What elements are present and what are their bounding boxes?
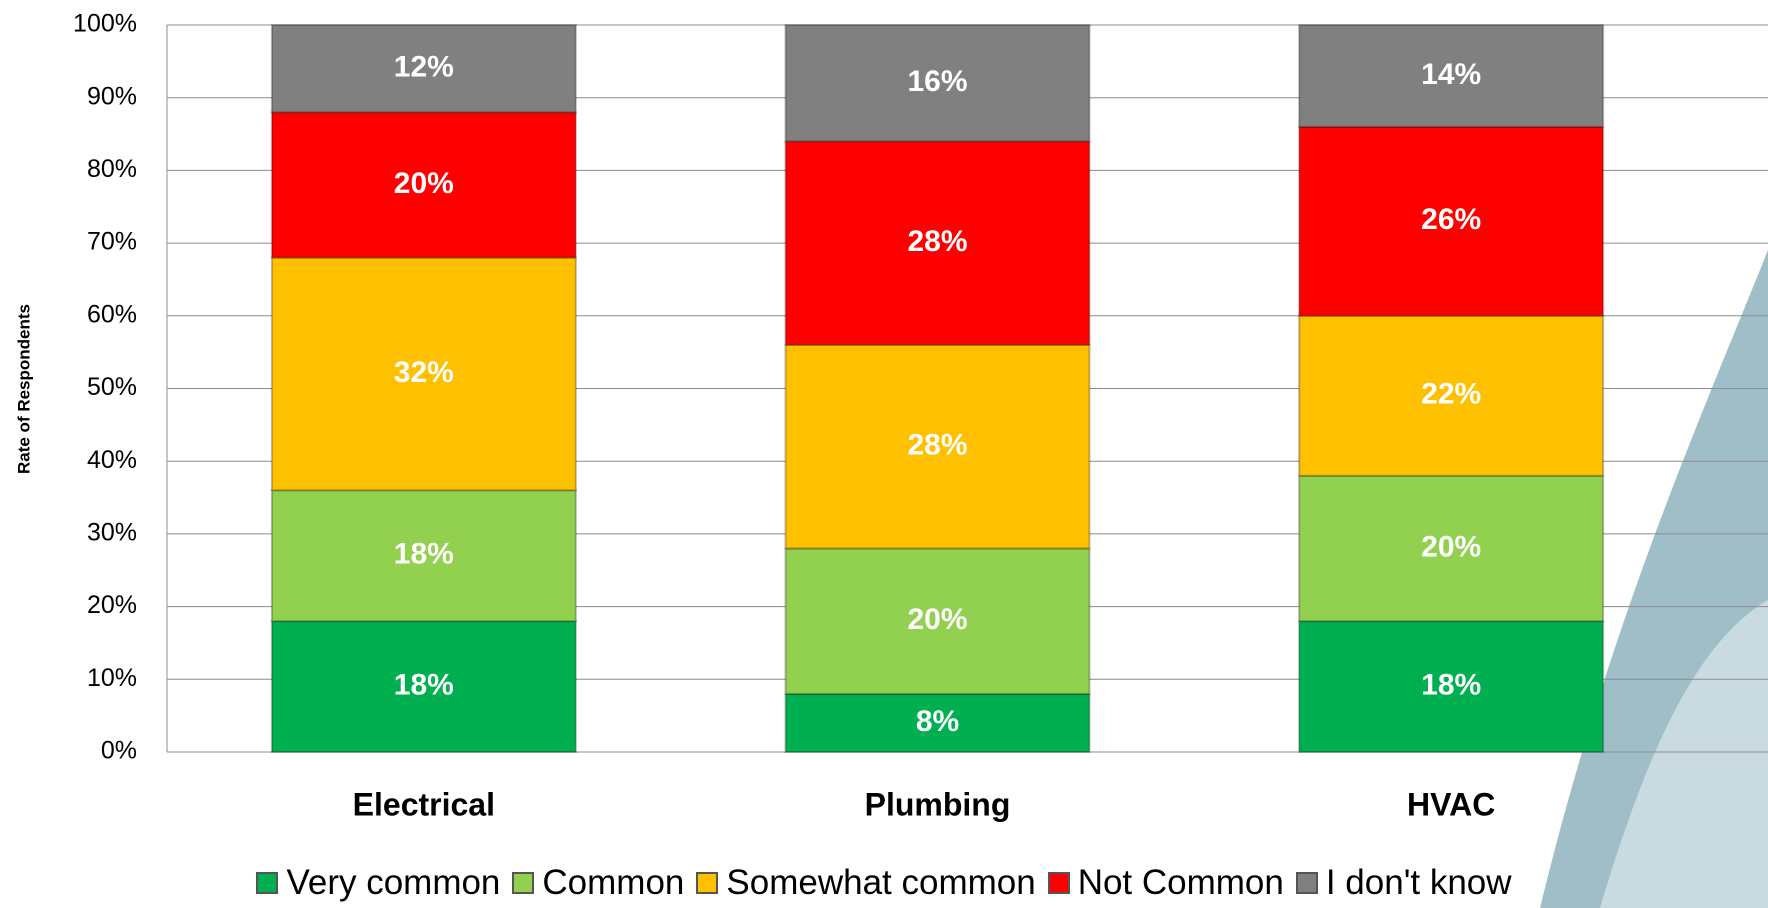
y-axis-title: Rate of Respondents [14,304,33,474]
y-tick-label: 10% [87,664,137,692]
y-tick-label: 50% [87,373,137,401]
legend-label: Common [542,863,685,902]
bar-segment [784,547,1091,695]
bar-segment [784,343,1091,550]
legend-label: Somewhat common [726,863,1036,902]
legend-label: Very common [286,863,501,902]
value-label: 28% [907,225,967,258]
bar-segment [1298,474,1605,623]
value-label: 18% [394,538,454,571]
bar-segment [270,111,577,259]
bar-segment [1298,314,1605,477]
legend-swatch [256,872,279,894]
y-tick-label: 100% [73,10,137,38]
legend-swatch [1047,872,1070,894]
y-tick-label: 60% [87,300,137,328]
value-label: 20% [1421,530,1481,563]
value-label: 26% [1421,203,1481,236]
background-decoration [1600,600,1768,908]
value-label: 12% [394,51,454,84]
x-tick-label: HVAC [1407,786,1495,822]
bar-segment [270,24,577,114]
bar-segment [784,692,1091,754]
y-tick-label: 20% [87,591,137,619]
bar-segment [270,256,577,492]
value-label: 18% [1421,668,1481,701]
legend-swatch [512,872,535,894]
y-tick-label: 0% [101,737,137,765]
legend-swatch [1295,872,1318,894]
value-label: 32% [394,356,454,389]
bar-segment [270,620,577,754]
y-tick-label: 30% [87,519,137,547]
legend-label: I don't know [1325,863,1512,902]
value-label: 16% [907,65,967,98]
bar-segment [1298,125,1605,317]
x-tick-label: Plumbing [865,786,1011,822]
legend-item: Common [512,863,684,903]
legend-item: Not Common [1047,863,1284,903]
legend-item: I don't know [1295,863,1512,903]
bar-segment [784,140,1091,346]
legend-swatch [696,872,719,894]
value-label: 18% [394,668,454,701]
legend-label: Not Common [1077,863,1284,902]
value-label: 22% [1421,378,1481,411]
bar-segment [270,489,577,623]
y-tick-label: 40% [87,446,137,474]
x-tick-label: Electrical [353,786,495,822]
value-label: 28% [907,429,967,462]
value-label: 14% [1421,58,1481,91]
legend-item: Very common [256,863,500,903]
value-label: 20% [907,603,967,636]
value-label: 20% [394,167,454,200]
bars: Electrical 18% 18% 32% 20% 12% Plumbing 8% 20% 28… [270,24,1605,822]
y-tick-label: 90% [87,82,137,110]
bar-segment [1298,24,1605,128]
value-label: 8% [916,705,959,738]
y-tick-label: 80% [87,155,137,183]
legend-item: Somewhat common [696,863,1036,903]
legend: Very common Common Somewhat common Not Comm… [0,860,1768,906]
bar-segment [784,24,1091,143]
y-tick-label: 70% [87,228,137,256]
